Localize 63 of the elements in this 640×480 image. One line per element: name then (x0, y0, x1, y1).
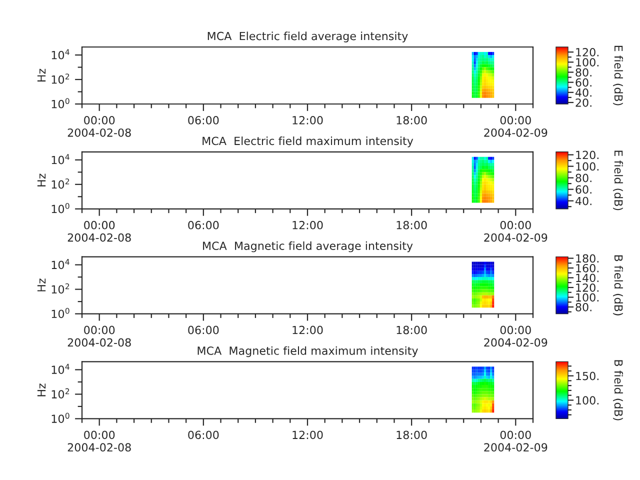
x-tick-label: 12:00 (292, 220, 323, 230)
chart-title: MCA Electric field average intensity (208, 32, 408, 42)
x-tick-label: 06:00 (188, 220, 219, 230)
y-tick-label: 10$^{2}$ (52, 74, 70, 84)
x-tick-label: 12:00 (292, 116, 323, 124)
x-tick-label: 18:00 (396, 116, 427, 124)
y-tick-label: 10$^{4}$ (52, 154, 70, 164)
color-bar-label: 100. (576, 58, 598, 67)
color-bar-label: 100. (576, 162, 598, 171)
y-tick-label: 10$^{2}$ (52, 388, 70, 398)
color-bar-label: 100. (576, 396, 598, 405)
y-tick-label: 10$^{4}$ (52, 364, 70, 374)
x-tick-label: 06:00 (188, 430, 219, 440)
color-bar-label: 60. (576, 185, 592, 194)
x-tick-label: 00:00 2004-02-09 (484, 430, 548, 452)
y-tick-label: 10$^{2}$ (52, 178, 70, 189)
y-tick-label: 10$^{0}$ (52, 412, 70, 423)
y-tick-label: 10$^{2}$ (52, 283, 70, 294)
y-tick-label: 10$^{0}$ (52, 98, 70, 108)
x-tick-label: 00:00 2004-02-08 (68, 430, 131, 452)
x-tick-label: 00:00 2004-02-08 (68, 220, 131, 242)
x-tick-label: 00:00 2004-02-09 (484, 220, 548, 242)
y-tick-label: 10$^{4}$ (52, 259, 70, 270)
x-tick-label: 00:00 2004-02-09 (484, 116, 548, 137)
color-bar-label: 140. (576, 274, 598, 282)
color-bar-label: 100. (576, 293, 598, 302)
x-tick-label: 18:00 (396, 220, 427, 230)
color-bar-label: 120. (576, 150, 598, 160)
color-bar-label: 120. (576, 283, 598, 292)
x-tick-label: 12:00 (292, 326, 323, 334)
color-bar-title: E field (dB) (613, 46, 623, 106)
color-bar-label: 150. (576, 372, 598, 380)
color-bar-label: 40. (575, 196, 592, 206)
x-tick-label: 00:00 2004-02-08 (68, 326, 131, 347)
color-bar-label: 180. (576, 254, 598, 263)
chart-title: MCA Magnetic field average intensity (203, 241, 413, 252)
color-bar-label: 80. (576, 302, 592, 312)
y-axis-title: Hz (37, 68, 46, 82)
color-bar-label: 80. (576, 68, 592, 77)
y-axis-title: Hz (37, 174, 46, 186)
y-tick-label: 10$^{0}$ (52, 203, 70, 214)
chart-title: MCA Magnetic field maximum intensity (198, 346, 418, 358)
y-tick-label: 10$^{0}$ (52, 308, 70, 318)
color-bar-title: B field (dB) (613, 255, 623, 316)
y-tick-label: 10$^{4}$ (52, 49, 70, 60)
x-tick-label: 12:00 (292, 430, 323, 440)
x-tick-label: 00:00 2004-02-08 (68, 116, 131, 137)
y-axis-title: Hz (37, 384, 46, 396)
color-bar-title: E field (dB) (613, 150, 623, 210)
x-tick-label: 06:00 (188, 326, 219, 334)
color-bar-title: B field (dB) (613, 360, 623, 420)
color-bar-label: 60. (576, 78, 592, 87)
x-tick-label: 18:00 (396, 430, 427, 440)
color-bar-label: 20. (576, 98, 592, 107)
color-bar-label: 120. (576, 48, 598, 56)
x-tick-label: 06:00 (188, 116, 219, 124)
chart-title: MCA Electric field maximum intensity (202, 136, 414, 148)
color-bar-label: 40. (575, 88, 592, 97)
color-bar-label: 160. (576, 264, 598, 272)
x-tick-label: 00:00 2004-02-09 (484, 326, 548, 347)
color-bar-label: 80. (576, 174, 592, 182)
x-tick-label: 18:00 (396, 326, 427, 334)
y-axis-title: Hz (37, 278, 46, 292)
